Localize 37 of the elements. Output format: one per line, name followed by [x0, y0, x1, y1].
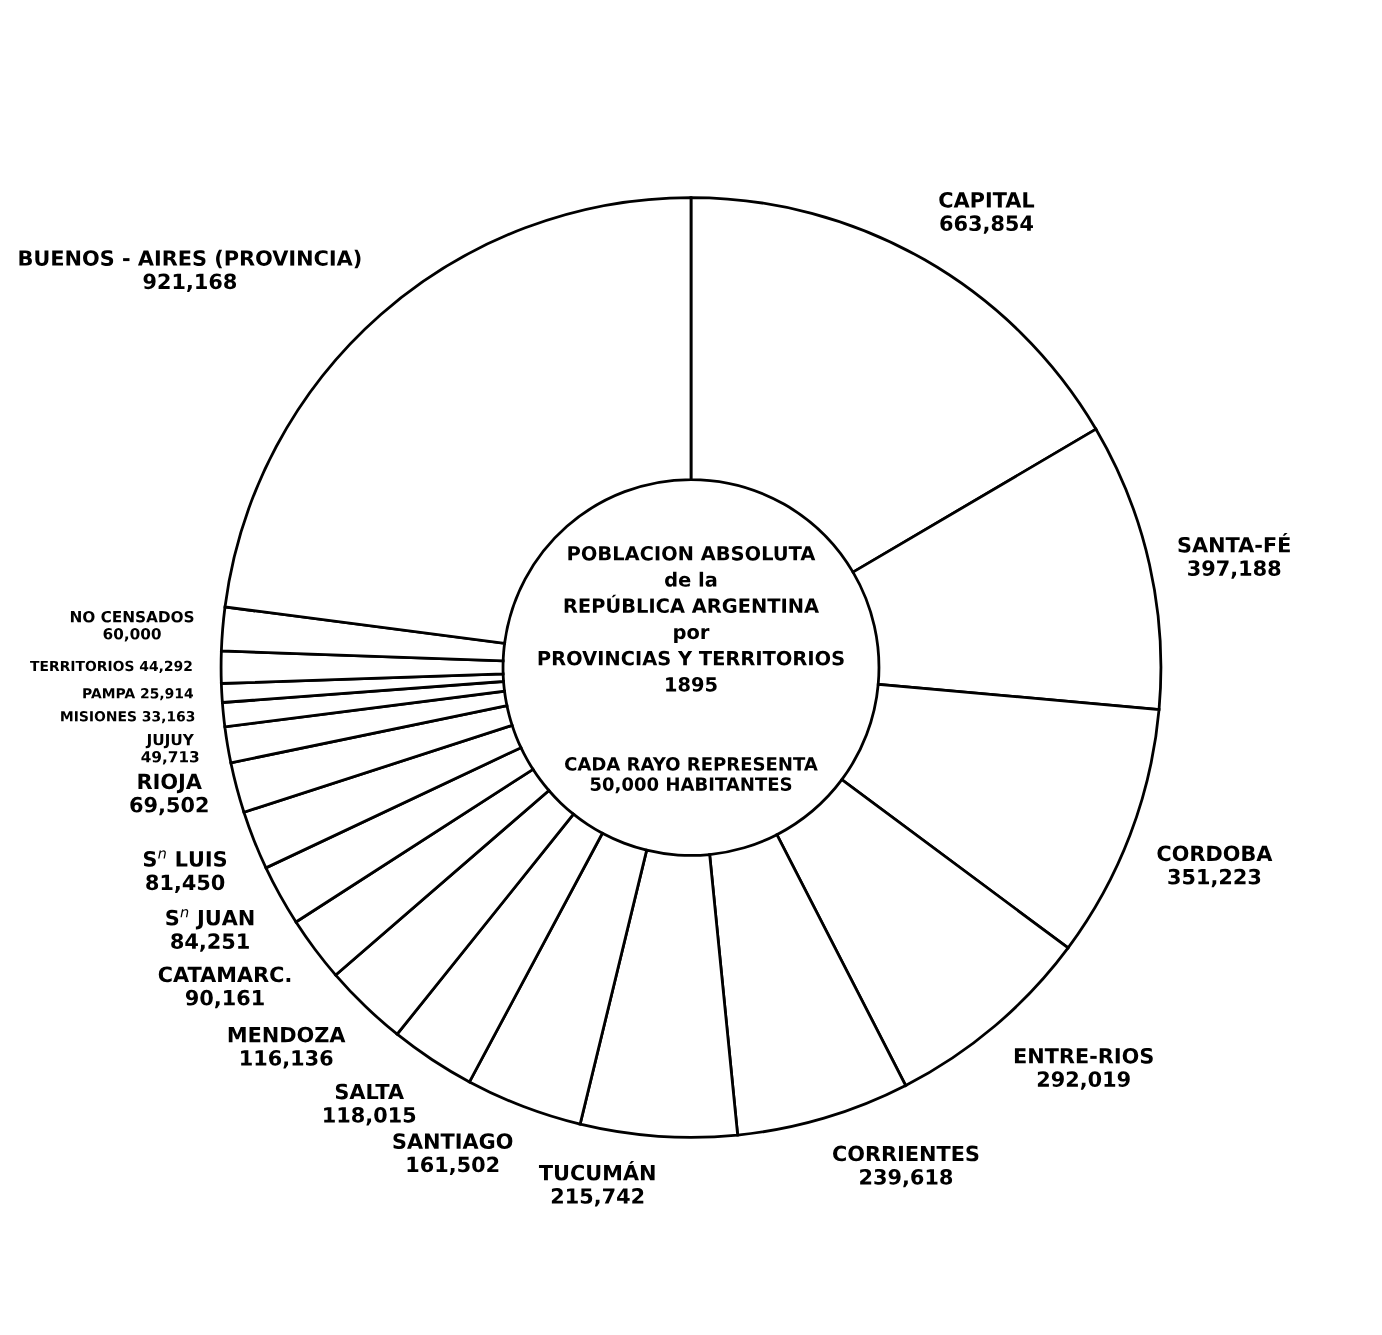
data-label: 239,618 [860, 1168, 953, 1188]
data-label: 663,854 [940, 215, 1033, 234]
data-label: 69,502 [130, 796, 208, 816]
data-label: 161,502 [407, 1156, 499, 1175]
slice-label: SANTIAGO [393, 1133, 513, 1150]
slice-label: TERRITORIOS 44,292 [30, 660, 192, 673]
slice-label: ENTRE-RIOS [1014, 1047, 1153, 1064]
slice-label: RIOJA [138, 773, 202, 794]
text: POBLACION ABSOLUTA de la REPÚBLICA ARGENTINA por PROVINCIAS Y TERRITORIOS 1895 [538, 545, 844, 692]
slice-label: JUJUY [145, 734, 194, 749]
data-label: 397,188 [1188, 560, 1281, 579]
data-label: 921,168 [143, 273, 237, 292]
slice-label: CORDOBA [1157, 845, 1273, 862]
slice-label: BUENOS - AIRES (PROVINCIA) [19, 249, 361, 269]
slice-label: MENDOZA [228, 1026, 346, 1043]
data-label: 49,713 [141, 750, 199, 765]
slice-label: CATAMARC. [158, 966, 291, 983]
data-label: 84,251 [171, 933, 249, 952]
slice-label: CORRIENTES [833, 1145, 979, 1162]
data-label: 60,000 [103, 628, 161, 642]
data-label: 116,136 [241, 1050, 333, 1069]
slice-label: CAPITAL [939, 191, 1035, 208]
text: CADA RAYO REPRESENTA 50,000 HABITANTES [565, 757, 818, 794]
slice-label: SANTA-FÉ [1178, 533, 1290, 553]
slice-label: TUCUMÁN [538, 1160, 655, 1181]
data-label: 215,742 [551, 1188, 644, 1207]
data-label: 351,223 [1168, 868, 1261, 888]
data-label: 292,019 [1037, 1071, 1130, 1090]
slice-label: SALTA [335, 1083, 404, 1100]
slice-label: PAMPA 25,914 [83, 688, 193, 701]
slice-label: S$^{n}$ LUIS [143, 850, 227, 867]
slice-label: S$^{n}$ JUAN [166, 909, 254, 930]
slice-label: NO CENSADOS [70, 610, 194, 623]
slice-label: MISIONES 33,163 [61, 711, 195, 724]
data-label: 81,450 [146, 874, 225, 893]
data-label: 90,161 [185, 989, 264, 1009]
data-label: 118,015 [324, 1106, 416, 1126]
